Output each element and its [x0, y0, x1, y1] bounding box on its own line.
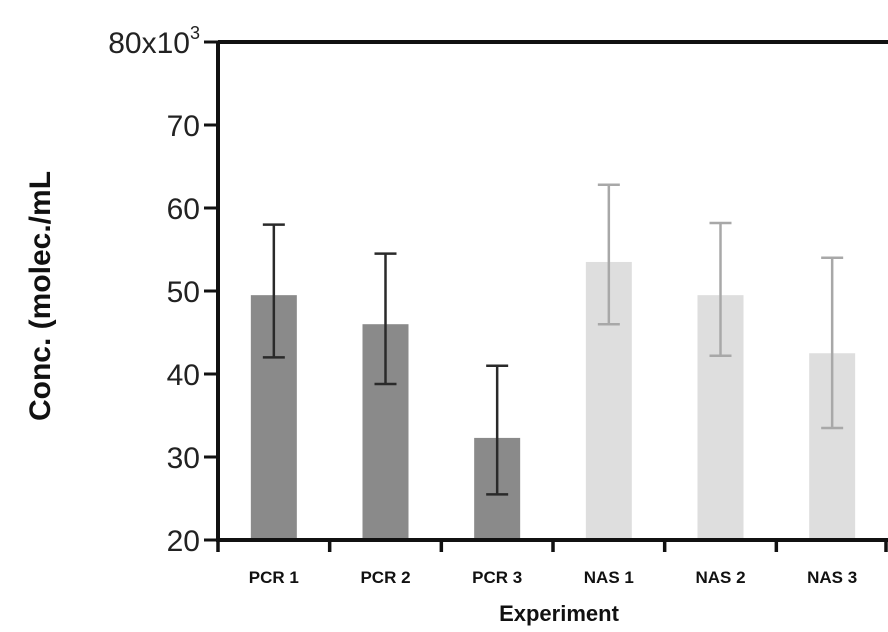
axes [216, 40, 888, 552]
x-tick-label: NAS 1 [584, 568, 634, 587]
x-tick-label: PCR 3 [472, 568, 522, 587]
y-axis-title: Conc. (molec./mL [24, 171, 57, 421]
y-tick-label: 70 [167, 110, 200, 143]
y-tick-label: 80x103 [108, 23, 200, 60]
y-tick-exponent: 3 [190, 23, 200, 43]
x-tick-label: PCR 1 [249, 568, 299, 587]
x-axis-title: Experiment [499, 601, 619, 626]
y-tick-label: 30 [167, 442, 200, 475]
error-bars [262, 183, 844, 496]
x-tick-label: NAS 2 [695, 568, 745, 587]
error-bar-pcr-2 [374, 252, 397, 386]
error-bar-pcr-3 [486, 364, 509, 496]
error-bar-pcr-1 [262, 223, 285, 359]
y-tick-label: 20 [167, 525, 200, 558]
error-bar-nas-1 [597, 183, 620, 326]
y-ticks: 20 30 40 50 60 70 80x103 [108, 23, 218, 558]
y-tick-label: 50 [167, 276, 200, 309]
y-tick-label: 40 [167, 359, 200, 392]
error-bar-nas-3 [821, 256, 844, 430]
bars [250, 261, 856, 540]
x-ticks: PCR 1 PCR 2 PCR 3 NAS 1 NAS 2 NAS 3 [249, 568, 857, 587]
x-tick-label: PCR 2 [360, 568, 410, 587]
error-bar-nas-2 [709, 221, 732, 357]
y-tick-label: 60 [167, 193, 200, 226]
x-tick-label: NAS 3 [807, 568, 857, 587]
